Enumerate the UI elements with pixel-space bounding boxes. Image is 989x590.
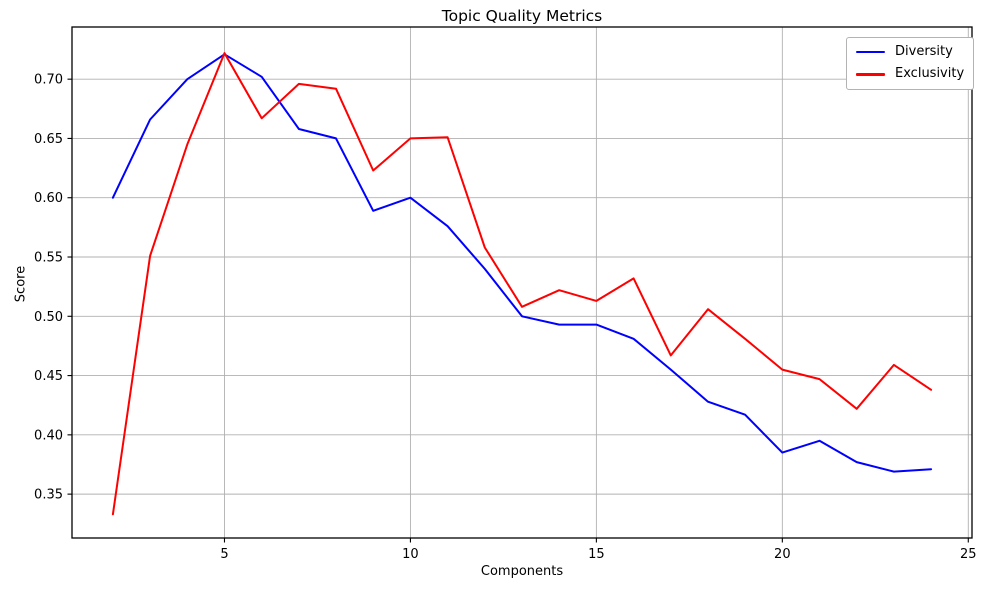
y-tick-label: 0.35 — [34, 488, 63, 503]
y-axis-label: Score — [13, 265, 29, 303]
diversity-line-swatch — [856, 50, 885, 54]
x-tick-label: 15 — [588, 547, 605, 562]
y-tick-label: 0.50 — [34, 310, 63, 325]
x-tick-label: 5 — [220, 547, 228, 562]
y-tick-label: 0.40 — [34, 428, 63, 443]
legend-label-exclusivity: Exclusivity — [895, 66, 965, 82]
chart-title: Topic Quality Metrics — [441, 7, 603, 25]
x-tick-label: 25 — [960, 547, 977, 562]
y-tick-label: 0.70 — [34, 73, 63, 88]
y-tick-label: 0.60 — [34, 191, 63, 206]
x-tick-label: 20 — [774, 547, 791, 562]
y-tick-label: 0.55 — [34, 251, 63, 266]
x-axis-label: Components — [480, 564, 564, 579]
y-tick-label: 0.45 — [34, 369, 63, 384]
axes-frame — [71, 26, 973, 539]
x-tick-label: 10 — [402, 547, 419, 562]
legend-item-diversity: Diversity — [856, 44, 964, 60]
exclusivity-line — [111, 52, 933, 516]
axes-background — [72, 27, 972, 538]
legend: Diversity Exclusivity — [846, 37, 975, 90]
diversity-line — [111, 53, 933, 473]
legend-item-exclusivity: Exclusivity — [856, 66, 964, 82]
legend-label-diversity: Diversity — [895, 44, 953, 59]
y-tick-label: 0.65 — [34, 132, 63, 147]
exclusivity-line-swatch — [856, 73, 885, 76]
